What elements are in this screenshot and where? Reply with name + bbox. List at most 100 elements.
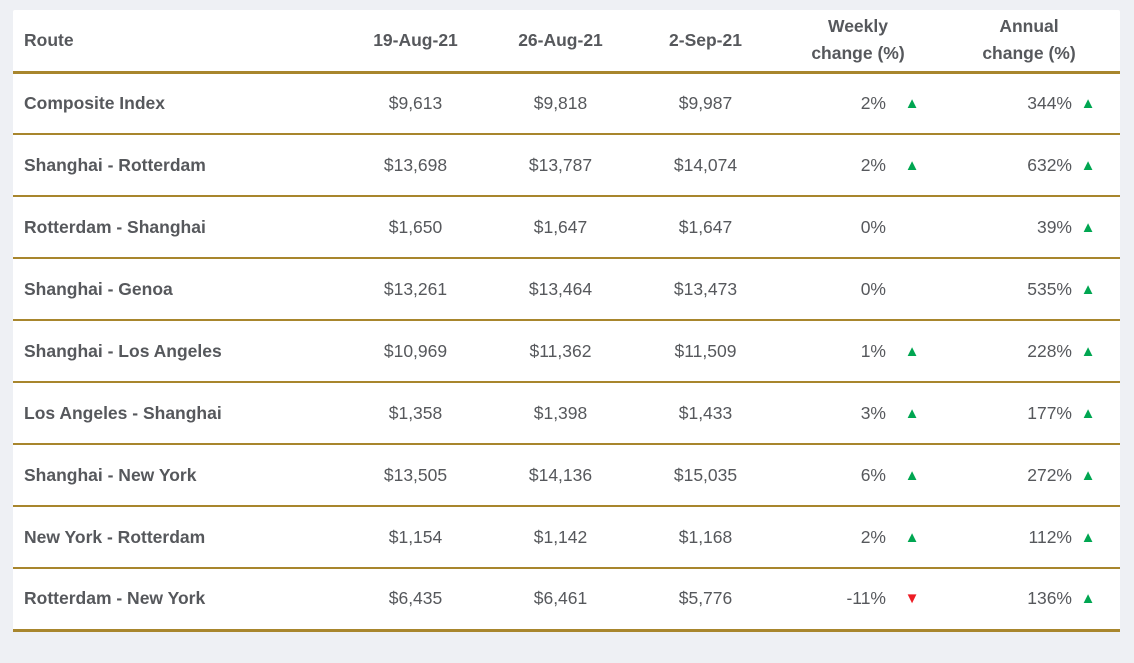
- rate-value-3: $5,776: [633, 568, 778, 632]
- up-arrow-icon: ▲: [1080, 218, 1096, 236]
- annual-change-value: 272%: [1027, 464, 1072, 485]
- rate-value-3: $14,074: [633, 134, 778, 197]
- annual-change: 535% ▲: [938, 279, 1120, 300]
- rate-value-1: $13,505: [343, 444, 488, 507]
- weekly-change: 2% ▲: [778, 527, 938, 548]
- up-arrow-icon: ▲: [1080, 404, 1096, 422]
- weekly-change-value: 2%: [860, 526, 886, 547]
- rate-value-1: $13,261: [343, 258, 488, 321]
- rate-value-3: $1,168: [633, 506, 778, 569]
- rate-value-3: $1,647: [633, 196, 778, 259]
- rate-value-2: $6,461: [488, 568, 633, 632]
- annual-change-cell: 272% ▲: [938, 444, 1120, 507]
- route-name: Shanghai - Los Angeles: [13, 320, 343, 383]
- table-row: Composite Index $9,613 $9,818 $9,987 2% ▲ 344%…: [13, 72, 1120, 135]
- rate-value-2: $13,787: [488, 134, 633, 197]
- route-name: Rotterdam - New York: [13, 568, 343, 632]
- annual-change-cell: 136% ▲: [938, 568, 1120, 632]
- annual-change-cell: 632% ▲: [938, 134, 1120, 197]
- rate-value-3: $9,987: [633, 72, 778, 135]
- weekly-change: -11% ▼: [778, 588, 938, 609]
- annual-change-value: 632%: [1027, 154, 1072, 175]
- rate-value-1: $1,154: [343, 506, 488, 569]
- annual-change-cell: 112% ▲: [938, 506, 1120, 569]
- table-row: Rotterdam - Shanghai $1,650 $1,647 $1,647 0%…: [13, 196, 1120, 259]
- weekly-change-cell: 3% ▲: [778, 382, 938, 445]
- weekly-change: 0%: [778, 217, 938, 238]
- annual-change: 228% ▲: [938, 341, 1120, 362]
- route-name: Shanghai - Rotterdam: [13, 134, 343, 197]
- annual-change: 272% ▲: [938, 465, 1120, 486]
- rate-value-1: $9,613: [343, 72, 488, 135]
- weekly-change-value: 2%: [860, 92, 886, 113]
- weekly-change-cell: 2% ▲: [778, 72, 938, 135]
- rate-value-3: $15,035: [633, 444, 778, 507]
- up-arrow-icon: ▲: [1080, 342, 1096, 360]
- annual-change-value: 136%: [1027, 588, 1072, 609]
- rate-value-3: $13,473: [633, 258, 778, 321]
- weekly-change-value: 6%: [860, 464, 886, 485]
- rate-value-1: $1,358: [343, 382, 488, 445]
- annual-change-cell: 344% ▲: [938, 72, 1120, 135]
- rate-value-2: $9,818: [488, 72, 633, 135]
- rate-value-2: $13,464: [488, 258, 633, 321]
- weekly-change-value: 2%: [860, 154, 886, 175]
- table-row: Rotterdam - New York $6,435 $6,461 $5,776 -1…: [13, 568, 1120, 632]
- up-arrow-icon: ▲: [904, 466, 920, 484]
- up-arrow-icon: ▲: [904, 404, 920, 422]
- annual-change-cell: 39% ▲: [938, 196, 1120, 259]
- rate-value-1: $1,650: [343, 196, 488, 259]
- annual-change-value: 535%: [1027, 278, 1072, 299]
- weekly-change-value: -11%: [846, 588, 886, 609]
- weekly-change: 3% ▲: [778, 403, 938, 424]
- weekly-change: 2% ▲: [778, 155, 938, 176]
- weekly-change: 6% ▲: [778, 465, 938, 486]
- rate-value-2: $1,142: [488, 506, 633, 569]
- annual-change-value: 177%: [1027, 402, 1072, 423]
- up-arrow-icon: ▲: [904, 528, 920, 546]
- route-name: Shanghai - New York: [13, 444, 343, 507]
- up-arrow-icon: ▲: [904, 94, 920, 112]
- rate-value-1: $6,435: [343, 568, 488, 632]
- annual-change-cell: 228% ▲: [938, 320, 1120, 383]
- down-arrow-icon: ▼: [904, 590, 920, 608]
- up-arrow-icon: ▲: [1080, 590, 1096, 608]
- weekly-change-cell: 1% ▲: [778, 320, 938, 383]
- up-arrow-icon: ▲: [1080, 280, 1096, 298]
- route-name: Los Angeles - Shanghai: [13, 382, 343, 445]
- up-arrow-icon: ▲: [1080, 466, 1096, 484]
- weekly-change: 0%: [778, 279, 938, 300]
- rate-value-2: $1,398: [488, 382, 633, 445]
- weekly-change-cell: -11% ▼: [778, 568, 938, 632]
- table-row: Shanghai - Rotterdam $13,698 $13,787 $14,07…: [13, 134, 1120, 197]
- col-header-date-3: 2-Sep-21: [633, 10, 778, 74]
- rate-value-3: $1,433: [633, 382, 778, 445]
- weekly-change-cell: 0%: [778, 258, 938, 321]
- weekly-change-value: 0%: [860, 278, 886, 299]
- weekly-change-cell: 2% ▲: [778, 506, 938, 569]
- weekly-change-value: 1%: [860, 340, 886, 361]
- rate-value-2: $14,136: [488, 444, 633, 507]
- up-arrow-icon: ▲: [904, 342, 920, 360]
- weekly-change: 2% ▲: [778, 93, 938, 114]
- annual-change-value: 39%: [1036, 216, 1072, 237]
- weekly-change-cell: 6% ▲: [778, 444, 938, 507]
- weekly-change-cell: 0%: [778, 196, 938, 259]
- annual-change-cell: 177% ▲: [938, 382, 1120, 445]
- rate-value-2: $1,647: [488, 196, 633, 259]
- annual-change-cell: 535% ▲: [938, 258, 1120, 321]
- rates-table-card: Route 19-Aug-21 26-Aug-21 2-Sep-21 Weekl…: [13, 10, 1120, 632]
- weekly-change-value: 0%: [860, 216, 886, 237]
- route-name: Shanghai - Genoa: [13, 258, 343, 321]
- annual-change-value: 112%: [1028, 526, 1072, 547]
- rate-value-1: $10,969: [343, 320, 488, 383]
- up-arrow-icon: ▲: [1080, 156, 1096, 174]
- rate-value-1: $13,698: [343, 134, 488, 197]
- col-header-annual-change: Annual change (%): [938, 10, 1120, 74]
- col-header-weekly-change: Weekly change (%): [778, 10, 938, 74]
- rate-value-3: $11,509: [633, 320, 778, 383]
- route-name: Composite Index: [13, 72, 343, 135]
- annual-change: 39% ▲: [938, 217, 1120, 238]
- col-header-annual-change-label: Annual change (%): [982, 16, 1076, 64]
- route-name: Rotterdam - Shanghai: [13, 196, 343, 259]
